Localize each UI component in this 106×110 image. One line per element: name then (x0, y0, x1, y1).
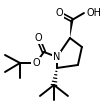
Text: O: O (55, 8, 63, 18)
Text: O: O (32, 58, 40, 68)
Text: OH: OH (87, 8, 102, 18)
Text: O: O (34, 33, 42, 43)
Polygon shape (70, 20, 73, 38)
Text: N: N (53, 52, 61, 62)
